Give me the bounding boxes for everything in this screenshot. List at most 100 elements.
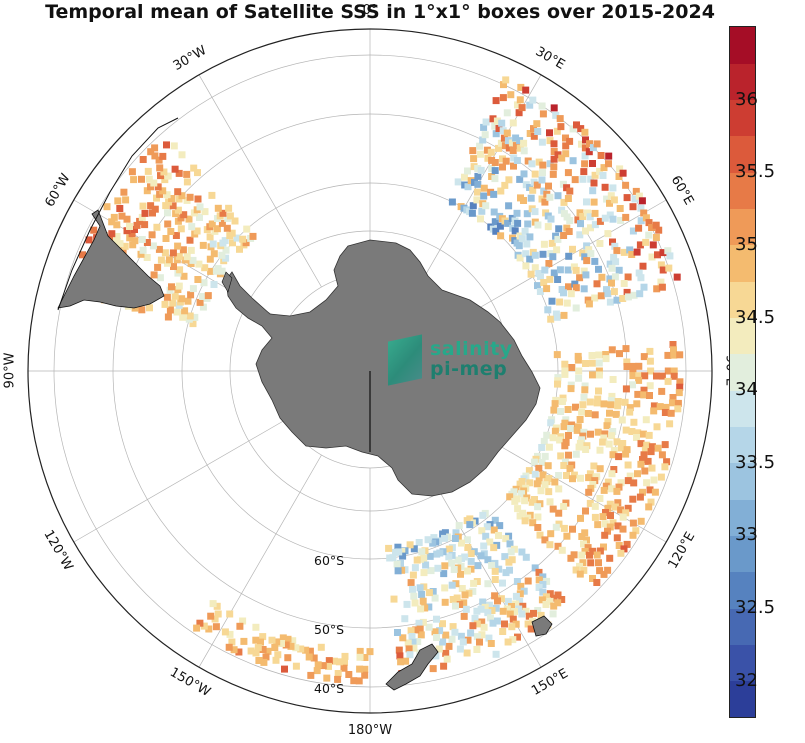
colorbar-tick: 35 [735, 233, 758, 255]
sss-cell [201, 264, 209, 272]
sss-cell [548, 239, 556, 247]
sss-cell [575, 443, 583, 451]
sss-cell [455, 522, 463, 529]
sss-cell [306, 647, 314, 655]
sss-cell [345, 671, 353, 678]
sss-cell [130, 176, 138, 184]
sss-cell [661, 441, 669, 449]
sss-cell [487, 148, 495, 156]
colorbar-segment [730, 426, 755, 464]
sss-cell [591, 477, 599, 485]
sss-cell [512, 142, 520, 150]
sss-cell [615, 483, 623, 491]
sss-cell [650, 402, 658, 410]
sss-cell [587, 559, 595, 567]
sss-cell [554, 235, 562, 243]
sss-cell [645, 231, 653, 239]
sss-cell [476, 142, 484, 150]
sss-cell [310, 654, 318, 662]
sss-cell [399, 552, 407, 560]
sss-cell [122, 196, 130, 204]
sss-cell [508, 603, 515, 610]
sss-cell [643, 479, 651, 487]
sss-cell [605, 152, 613, 160]
colorbar-segment [730, 499, 755, 536]
sss-cell [635, 372, 643, 380]
sss-cell [458, 539, 465, 547]
sss-cell [516, 137, 524, 145]
sss-cell [642, 416, 650, 424]
sss-cell [554, 151, 562, 159]
sss-cell [196, 298, 204, 306]
sss-cell [558, 154, 566, 162]
longitude-label: 180°W [347, 723, 393, 738]
sss-cell [156, 274, 164, 282]
sss-cell [549, 434, 557, 442]
sss-cell [550, 602, 558, 610]
sss-cell [637, 274, 645, 282]
sss-cell [138, 236, 146, 243]
sss-cell [567, 554, 575, 562]
sss-cell [572, 266, 580, 274]
sss-cell [259, 646, 267, 653]
sss-cell [608, 485, 616, 493]
sss-cell [604, 478, 612, 486]
sss-cell [541, 266, 549, 274]
sss-cell [416, 584, 424, 592]
sss-cell [463, 649, 471, 657]
sss-cell [554, 599, 562, 607]
sss-cell [550, 104, 558, 112]
sss-cell [161, 300, 169, 308]
sss-cell [335, 658, 343, 666]
sss-cell [214, 204, 222, 212]
sss-cell [464, 567, 471, 575]
sss-cell [585, 246, 593, 254]
sss-cell [405, 645, 413, 653]
sss-cell [505, 176, 513, 184]
logo-mark-icon [388, 334, 422, 386]
sss-cell [652, 234, 660, 241]
sss-cell [619, 169, 627, 177]
sss-cell [478, 618, 486, 626]
sss-cell [133, 221, 141, 229]
sss-cell [419, 618, 427, 626]
sss-cell [569, 245, 576, 253]
sss-cell [194, 195, 202, 203]
sss-cell [235, 648, 243, 656]
sss-cell [554, 276, 562, 283]
sss-cell [361, 654, 369, 661]
sss-cell [90, 226, 98, 234]
sss-cell [624, 504, 632, 512]
sss-cell [559, 398, 566, 405]
sss-cell [669, 399, 676, 407]
sss-cell [556, 266, 564, 274]
sss-cell [508, 139, 516, 147]
sss-cell [596, 167, 604, 175]
sss-cell [524, 157, 532, 165]
sss-cell [155, 156, 163, 164]
sss-cell [584, 544, 592, 552]
sss-cell [544, 306, 552, 314]
sss-cell [503, 129, 511, 137]
sss-cell [513, 209, 521, 217]
sss-cell [553, 246, 561, 254]
sss-cell [535, 568, 543, 576]
sss-cell [581, 547, 589, 555]
sss-cell [120, 188, 128, 196]
sss-cell [538, 444, 546, 451]
sss-cell [565, 228, 573, 235]
sss-cell [670, 372, 678, 380]
sss-cell [474, 188, 481, 196]
sss-cell [670, 351, 678, 359]
sss-cell [516, 175, 524, 183]
sss-cell [606, 409, 613, 417]
sss-cell [676, 378, 684, 386]
sss-cell [540, 279, 548, 286]
sss-cell [419, 597, 427, 605]
sss-cell [476, 638, 483, 646]
sss-cell [603, 195, 611, 203]
sss-cell [609, 376, 617, 383]
sss-cell [570, 471, 578, 479]
sss-cell [313, 667, 321, 675]
